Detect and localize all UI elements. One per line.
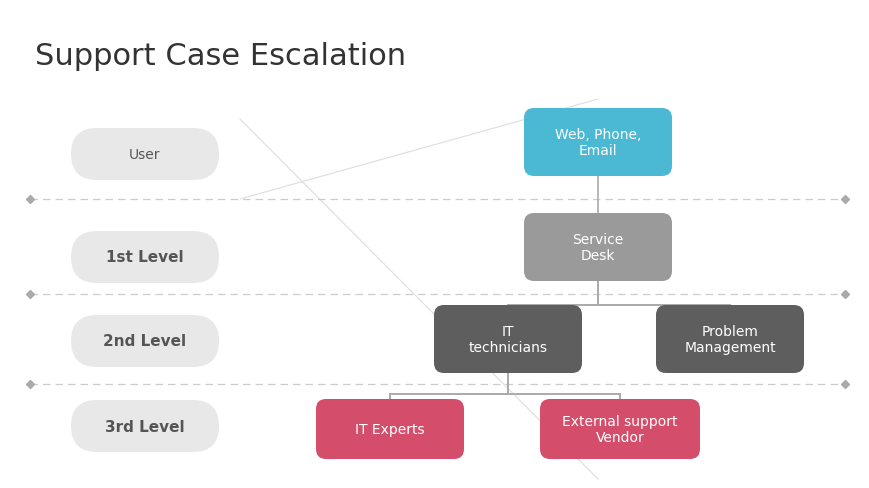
Text: 1st Level: 1st Level — [106, 250, 183, 265]
FancyBboxPatch shape — [71, 315, 219, 367]
FancyBboxPatch shape — [71, 231, 219, 284]
Text: IT Experts: IT Experts — [355, 422, 424, 436]
Text: Web, Phone,
Email: Web, Phone, Email — [554, 128, 640, 158]
Text: 2nd Level: 2nd Level — [103, 334, 186, 349]
Text: External support
Vendor: External support Vendor — [561, 414, 677, 444]
FancyBboxPatch shape — [71, 129, 219, 181]
Text: Problem
Management: Problem Management — [683, 324, 775, 354]
FancyBboxPatch shape — [71, 400, 219, 452]
Text: IT
technicians: IT technicians — [468, 324, 547, 354]
FancyBboxPatch shape — [523, 214, 671, 282]
Text: Support Case Escalation: Support Case Escalation — [35, 42, 406, 71]
FancyBboxPatch shape — [540, 399, 700, 459]
Text: 3rd Level: 3rd Level — [105, 419, 184, 434]
FancyBboxPatch shape — [655, 305, 803, 373]
Text: User: User — [129, 148, 161, 162]
FancyBboxPatch shape — [315, 399, 463, 459]
FancyBboxPatch shape — [434, 305, 581, 373]
FancyBboxPatch shape — [523, 109, 671, 177]
Text: Service
Desk: Service Desk — [572, 232, 623, 263]
